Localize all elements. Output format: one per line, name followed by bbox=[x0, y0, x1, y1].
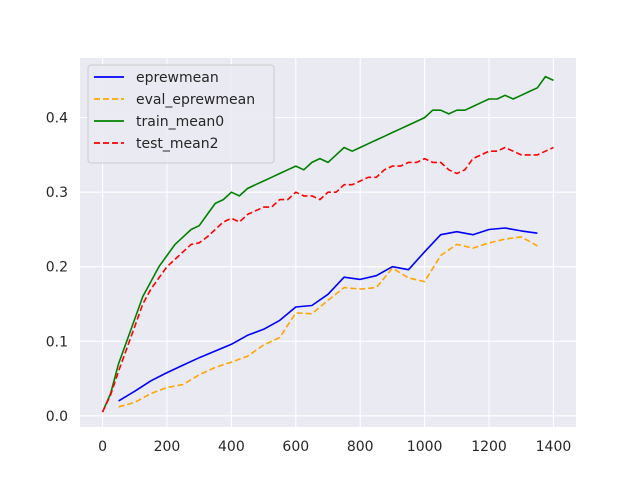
legend-box bbox=[87, 64, 275, 164]
x-tick-label: 0 bbox=[98, 439, 107, 455]
x-tick-label: 200 bbox=[154, 439, 181, 455]
legend: eprewmean eval_eprewmean train_mean0 test_m… bbox=[87, 64, 275, 164]
x-tick-label: 1200 bbox=[471, 439, 507, 455]
series-layer bbox=[101, 75, 554, 413]
series-line-test-mean2 bbox=[101, 146, 554, 413]
x-tick-label: 400 bbox=[218, 439, 245, 455]
x-axis: 0 200 400 600 800 1000 1200 1400 bbox=[98, 439, 571, 455]
x-tick-label: 800 bbox=[347, 439, 374, 455]
series-line-eprewmean bbox=[118, 227, 538, 402]
y-tick-label: 0.2 bbox=[46, 260, 68, 276]
x-tick-label: 1000 bbox=[407, 439, 443, 455]
legend-label-train-mean0: train_mean0 bbox=[136, 114, 224, 130]
legend-label-eval-eprewmean: eval_eprewmean bbox=[136, 92, 255, 108]
x-tick-label: 1400 bbox=[536, 439, 572, 455]
y-tick-label: 0.3 bbox=[46, 185, 68, 201]
y-tick-label: 0.1 bbox=[46, 334, 68, 350]
legend-label-test-mean2: test_mean2 bbox=[136, 136, 219, 152]
y-tick-label: 0.0 bbox=[46, 409, 68, 425]
x-tick-label: 600 bbox=[282, 439, 309, 455]
y-axis: 0.0 0.1 0.2 0.3 0.4 bbox=[46, 111, 68, 425]
series-line-train-mean0 bbox=[101, 75, 554, 413]
legend-label-eprewmean: eprewmean bbox=[136, 70, 219, 86]
series-line-eval-eprewmean bbox=[118, 236, 538, 408]
y-tick-label: 0.4 bbox=[46, 111, 68, 127]
